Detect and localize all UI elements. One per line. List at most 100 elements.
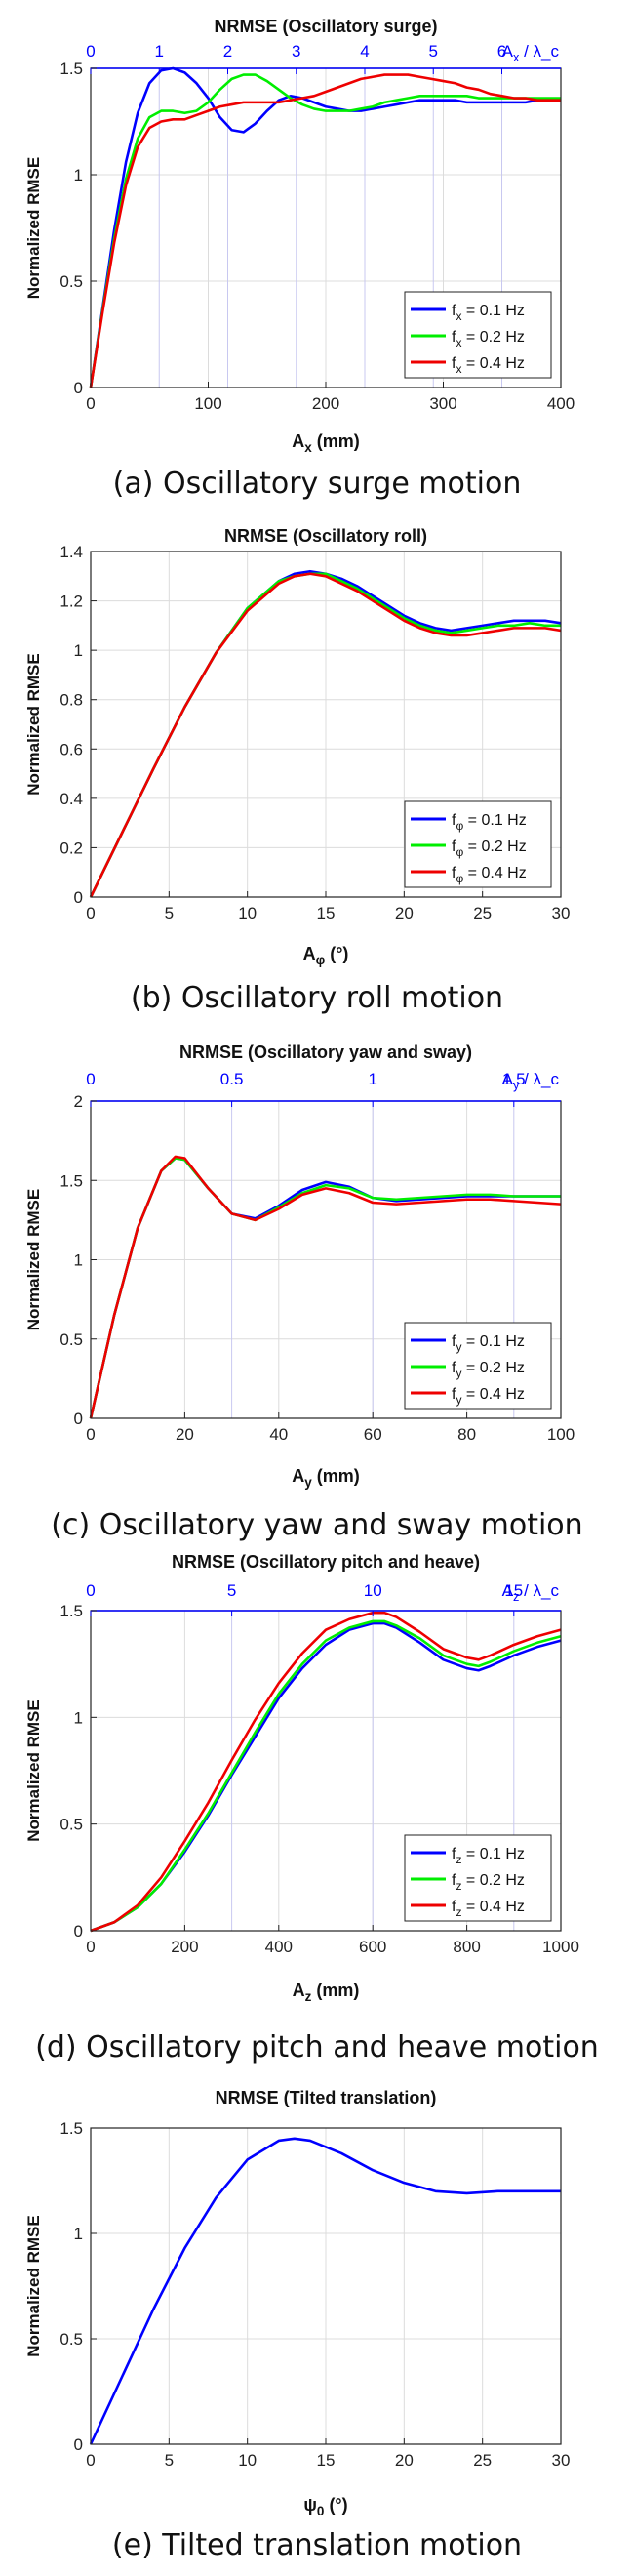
top-tick-label: 4 (360, 42, 369, 61)
x-tick-label: 200 (171, 1938, 198, 1956)
y-tick-label: 0.2 (59, 838, 83, 857)
y-tick-label: 0 (74, 379, 83, 397)
chart-title: NRMSE (Oscillatory surge) (214, 17, 437, 36)
series-line-1 (90, 1619, 562, 1933)
y-axis-label: Normalized RMSE (24, 157, 43, 299)
x-tick-label: 20 (395, 904, 414, 922)
x-tick-label: 0 (86, 1938, 95, 1956)
series-line-0 (89, 2137, 561, 2445)
y-tick-label: 1.5 (59, 1171, 83, 1190)
top-tick-label: 15 (504, 1581, 523, 1600)
y-tick-label: 1 (74, 166, 83, 184)
y-tick-label: 0 (74, 2435, 83, 2454)
caption-pitch-heave: (d) Oscillatory pitch and heave motion (35, 2030, 599, 2065)
chart-title: NRMSE (Tilted translation) (216, 2088, 437, 2107)
x-tick-label: 300 (429, 394, 456, 413)
x-tick-label: 5 (165, 2451, 174, 2470)
legend: fy = 0.1 Hz fy = 0.2 Hz fy = 0.4 Hz (404, 1322, 552, 1410)
y-tick-label: 0.8 (59, 691, 83, 710)
x-tick-label: 0 (86, 1425, 95, 1444)
y-tick-label: 2 (74, 1092, 83, 1111)
top-tick-label: 5 (429, 42, 438, 61)
caption-roll: (b) Oscillatory roll motion (130, 981, 504, 1015)
legend: fφ = 0.1 Hz fφ = 0.2 Hz fφ = 0.4 Hz (404, 800, 552, 888)
legend-label: fy = 0.2 Hz (452, 1360, 525, 1380)
y-tick-label: 1 (74, 1708, 83, 1727)
chart-title: NRMSE (Oscillatory yaw and sway) (179, 1043, 472, 1062)
y-tick-label: 1.2 (59, 593, 83, 611)
series-line-2 (89, 572, 562, 898)
caption-yaw-sway: (c) Oscillatory yaw and sway motion (51, 1508, 583, 1542)
top-tick-label: 10 (364, 1581, 382, 1600)
x-tick-label: 15 (317, 904, 336, 922)
y-axis-label: Normalized RMSE (24, 1699, 43, 1841)
x-tick-label: 30 (552, 904, 571, 922)
x-tick-label: 20 (176, 1425, 194, 1444)
x-axis-label: Ax (mm) (292, 431, 360, 455)
y-tick-label: 0.5 (59, 272, 83, 291)
x-axis-label: Az (mm) (293, 1981, 360, 2004)
y-tick-label: 0.5 (59, 2330, 83, 2349)
x-tick-label: 15 (317, 2451, 336, 2470)
legend-label: fx = 0.4 Hz (452, 355, 525, 376)
x-tick-label: 0 (86, 904, 95, 922)
series-line-1 (89, 73, 561, 388)
x-tick-label: 1000 (542, 1938, 579, 1956)
y-axis-label: Normalized RMSE (24, 2215, 43, 2356)
legend-label: fx = 0.1 Hz (452, 303, 525, 323)
legend-label: fy = 0.4 Hz (452, 1386, 525, 1407)
x-tick-label: 25 (473, 2451, 492, 2470)
chart-title: NRMSE (Oscillatory pitch and heave) (172, 1552, 480, 1572)
y-tick-label: 1 (74, 641, 83, 660)
legend-label: fy = 0.1 Hz (452, 1333, 525, 1354)
series-line-2 (89, 73, 561, 388)
top-tick-label: 6 (497, 42, 506, 61)
x-tick-label: 100 (194, 394, 221, 413)
x-tick-label: 10 (238, 904, 257, 922)
top-tick-label: 5 (227, 1581, 236, 1600)
chart-tilted-translation: 0 5 10 15 20 25 30 0 0.5 1 1.5 NRMSE (Tilted transl… (24, 2088, 570, 2518)
x-tick-label: 100 (547, 1425, 575, 1444)
x-tick-label: 800 (453, 1938, 480, 1956)
top-tick-label: 3 (292, 42, 300, 61)
legend-label: fx = 0.2 Hz (452, 329, 525, 349)
legend: fz = 0.1 Hz fz = 0.2 Hz fz = 0.4 Hz (404, 1834, 552, 1922)
y-axis-label: Normalized RMSE (24, 1189, 43, 1330)
y-tick-label: 0.6 (59, 740, 83, 758)
x-tick-label: 5 (165, 904, 174, 922)
y-axis-label: Normalized RMSE (24, 653, 43, 795)
legend-label: fφ = 0.1 Hz (452, 812, 527, 833)
y-tick-label: 1 (74, 2225, 83, 2243)
legend-label: fφ = 0.4 Hz (452, 865, 527, 885)
x-tick-label: 80 (457, 1425, 476, 1444)
legend-label: fz = 0.2 Hz (452, 1872, 525, 1893)
y-tick-label: 0.5 (59, 1330, 83, 1349)
legend-label: fz = 0.1 Hz (452, 1846, 525, 1866)
top-tick-label: 0 (86, 42, 95, 61)
top-tick-label: 1 (155, 42, 164, 61)
grid (91, 2128, 561, 2444)
x-tick-label: 600 (359, 1938, 386, 1956)
y-tick-label: 1.5 (59, 1602, 83, 1620)
y-tick-label: 1.5 (59, 2119, 83, 2138)
top-tick-label: 0 (86, 1070, 95, 1088)
legend-label: fz = 0.4 Hz (452, 1899, 525, 1919)
x-axis-label: Aφ (°) (303, 944, 349, 967)
y-tick-label: 1.5 (59, 60, 83, 78)
y-tick-label: 0.5 (59, 1816, 83, 1834)
x-tick-label: 400 (265, 1938, 293, 1956)
chart-title: NRMSE (Oscillatory roll) (224, 526, 427, 546)
y-tick-label: 0 (74, 1410, 83, 1428)
x-tick-label: 400 (547, 394, 575, 413)
x-tick-label: 200 (312, 394, 339, 413)
top-tick-label: 1 (368, 1070, 376, 1088)
top-axis-label: Ay / λ_c (502, 1070, 560, 1092)
top-tick-label: 0.5 (220, 1070, 244, 1088)
x-axis-label: ψ0 (°) (303, 2495, 347, 2518)
chart-roll: 0 5 10 15 20 25 30 0 0.2 0.4 0.6 0.8 1 1.2 1.4 NRMSE (O… (24, 526, 571, 967)
top-axis-label: Az / λ_c (502, 1581, 560, 1604)
x-tick-label: 40 (269, 1425, 288, 1444)
top-axis-label: Ax / λ_c (502, 42, 560, 64)
